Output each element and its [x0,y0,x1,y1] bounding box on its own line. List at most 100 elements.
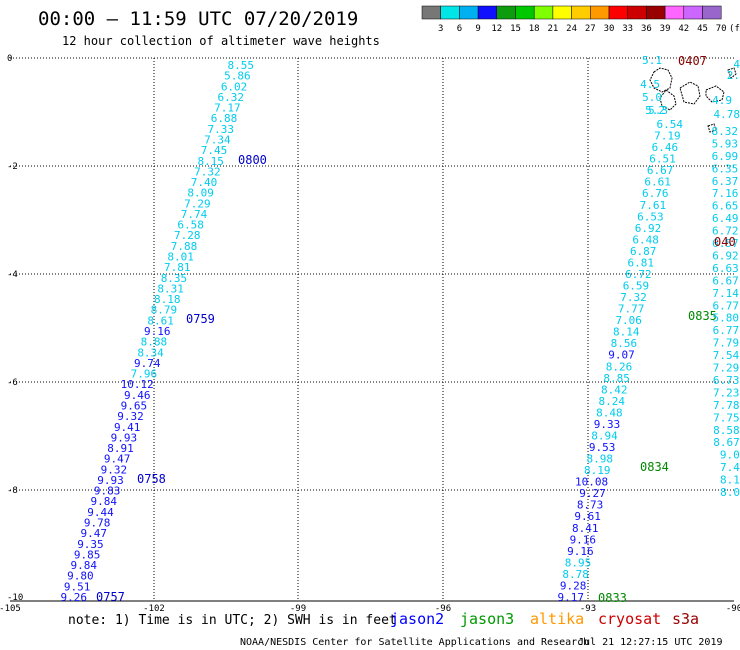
swh-value-label: 4.9 [712,94,732,107]
swh-value-label: 8.88 [141,336,168,349]
colorbar-tick-label: 24 [566,24,577,34]
y-tick-label: -4 [7,270,18,280]
swh-value-label: 6.58 [177,219,204,232]
x-tick-label: -90 [726,604,740,614]
swh-value-label: 9.28 [560,579,587,592]
swh-value-label: 9.26 [61,591,88,604]
colorbar-tick-label: 18 [529,24,540,34]
swh-value-label: 6.72 [712,225,739,238]
swh-value-label: 6.46 [652,141,679,154]
colorbar-swatch [683,5,703,20]
swh-value-label: 8.09 [187,187,214,200]
swh-value-label: 6.99 [712,150,739,163]
swh-value-label: 7.32 [194,165,221,178]
pass-time-label: 0833 [598,591,627,605]
swh-value-label: 5.0 [642,91,662,104]
swh-value-label: 8.78 [562,568,589,581]
y-tick-label: -8 [7,486,18,496]
swh-value-label: 10.08 [575,476,608,489]
swh-value-label: 8.35 [161,272,188,285]
swh-value-label: 5.2 [645,104,665,117]
footer-note: note: 1) Time is in UTC; 2) SWH is in fe… [68,613,397,628]
swh-value-label: 8.42 [601,383,628,396]
colorbar-swatch [515,5,535,20]
colorbar-swatch [552,5,572,20]
swh-value-label: 7.33 [207,123,234,136]
swh-value-label: 8.73 [577,499,604,512]
satellite-legend-jason2: jason2 [390,610,444,628]
colorbar-swatch [477,5,498,20]
satellite-legend-altika: altika [530,610,584,628]
colorbar-tick-label: 33 [622,24,633,34]
map-title: 00:00 – 11:59 UTC 07/20/2019 [38,8,358,30]
satellite-legend-cryosat: cryosat [598,610,661,628]
swh-value-label: 7.4 [720,461,740,474]
swh-value-label: 8.26 [606,360,633,373]
swh-value-label: 9.93 [111,431,138,444]
colorbar-tick-label: 45 [697,24,708,34]
swh-value-label: 5.93 [712,137,739,150]
swh-value-label: 9.32 [101,463,128,476]
swh-value-label: 9.78 [84,517,111,530]
swh-value-label: 7.96 [131,368,158,381]
swh-value-label: 8.58 [713,424,740,437]
swh-value-label: 6.59 [623,280,650,293]
colorbar-swatch [440,5,460,20]
swh-value-label: 6.65 [712,200,739,213]
swh-value-label: 7.17 [214,102,241,115]
swh-value-label: 7.19 [654,130,681,143]
swh-value-label: 7.88 [171,240,198,253]
swh-value-label: 9.53 [589,441,616,454]
credit-text: NOAA/NESDIS Center for Satellite Applica… [240,637,589,648]
swh-value-label: 6.48 [632,233,659,246]
swh-value-label: 8.15 [197,155,224,168]
altimeter-passes: 8.555.866.026.327.176.887.337.347.458.15… [61,54,740,605]
swh-value-label: 5.3 [648,104,668,117]
colorbar-swatch [421,5,441,20]
colorbar-tick-label: 15 [510,24,521,34]
swh-value-label: 9.84 [71,559,98,572]
swh-value-label: 6.76 [642,187,669,200]
swh-value-label: 7.45 [201,144,228,157]
colorbar-swatch [459,5,479,20]
swh-value-label: 2. [727,69,740,82]
swh-value-label: 8.67 [713,436,740,449]
swh-value-label: 9.61 [574,510,601,523]
swh-value-label: 6.37 [712,175,739,188]
swh-value-label: 7.16 [712,187,739,200]
colorbar-swatch [664,5,685,20]
y-tick-label: -2 [7,162,18,172]
swh-value-label: 7.06 [615,314,642,327]
swh-value-label: 7.14 [712,287,739,300]
colorbar-swatch [590,5,610,20]
swh-value-label: 8.55 [228,59,255,72]
lat-lon-grid [10,57,734,602]
swh-value-label: 7.79 [713,337,740,350]
swh-value-label: 6.63 [712,262,739,275]
colorbar-tick-label: 9 [475,24,480,34]
swh-value-label: 9.32 [117,410,144,423]
swh-value-label: 6.32 [217,91,244,104]
pass-time-label: 0835 [688,309,717,323]
swh-value-label: 8.18 [154,293,181,306]
swh-value-label: 8.14 [613,326,640,339]
swh-value-label: 8.41 [572,522,599,535]
y-tick-label: -10 [7,593,23,603]
x-tick-label: -102 [143,604,165,614]
colorbar-tick-label: 36 [641,24,652,34]
swh-value-label: 7.81 [164,261,191,274]
satellite-legend: jason2 jason3 altika cryosat s3a [390,610,699,628]
swh-value-label: 9.33 [594,418,621,431]
swh-value-label: 4.78 [714,108,740,121]
swh-value-label: 8.48 [596,406,623,419]
galapagos-islands-outline [649,67,737,133]
swh-value-label: 6.67 [712,274,739,287]
pass-time-label: 0800 [238,153,267,167]
colorbar-tick-label: 39 [660,24,671,34]
colorbar-tick-label: 27 [585,24,596,34]
swh-value-label: 7.40 [191,176,218,189]
colorbar-tick-label: 30 [604,24,615,34]
pass-time-label: 0834 [640,460,669,474]
swh-value-label: 9.07 [608,349,635,362]
swh-value-label: 5.86 [224,70,251,83]
